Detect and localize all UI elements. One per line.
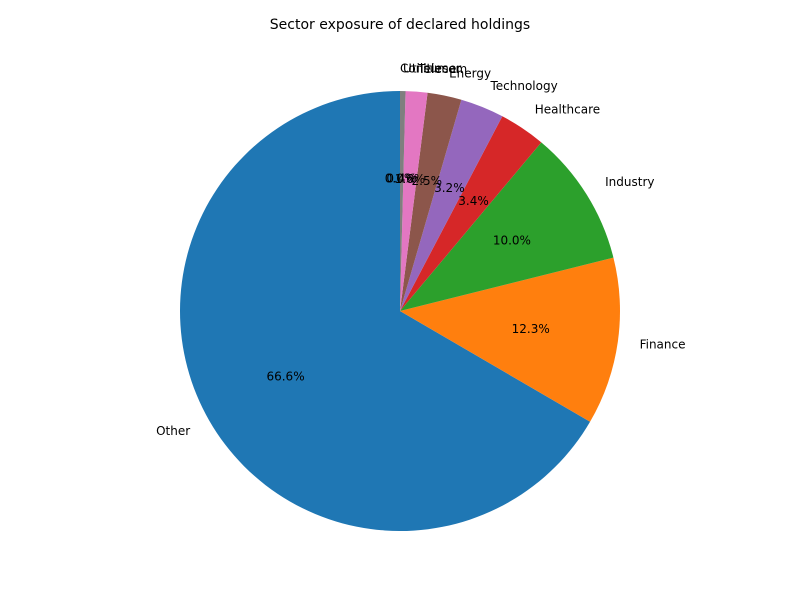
slice-label-other: Other [156,424,190,438]
pie-slices [180,91,620,531]
slice-label-consumer: Consumer [400,62,461,76]
percent-labels: 66.6% 12.3% 10.0% 3.4%3.2%2.5%1.6%0.4%0.0% [266,172,549,384]
pie-slice-other [180,91,591,531]
pct-label-consumer: 0.0% [385,172,416,186]
pie-slice-energy [400,92,462,311]
pie-slice-telecom [400,91,428,311]
pct-label-energy: 2.5% [412,174,443,188]
pie-slice-finance [400,257,620,422]
slice-label-energy: Energy [449,67,491,81]
chart-title: Sector exposure of declared holdings [270,17,530,33]
slice-label-telecom: Telecom [417,62,467,76]
pct-label-technology: 3.2% [434,181,465,195]
slice-label-utilities: Utilities [403,62,448,76]
slice-label-healthcare: Healthcare [535,102,600,116]
pie-slice-healthcare [400,116,542,311]
pct-label-other: 66.6% [266,369,304,383]
slice-label-industry: Industry [605,175,654,189]
pie-slice-utilities [400,91,406,311]
slice-label-finance: Finance [640,338,686,352]
pct-label-utilities: 0.4% [386,172,417,186]
pct-label-finance: 12.3% [512,322,550,336]
pct-label-industry: 10.0% [493,233,531,247]
slice-label-technology: Technology [489,79,557,93]
slice-labels: Other Finance Industry Healthcare Technology… [156,62,685,439]
pct-label-healthcare: 3.4% [458,194,489,208]
pie-slice-industry [400,142,614,311]
pct-label-telecom: 1.6% [395,172,426,186]
pie-slice-technology [400,99,503,312]
